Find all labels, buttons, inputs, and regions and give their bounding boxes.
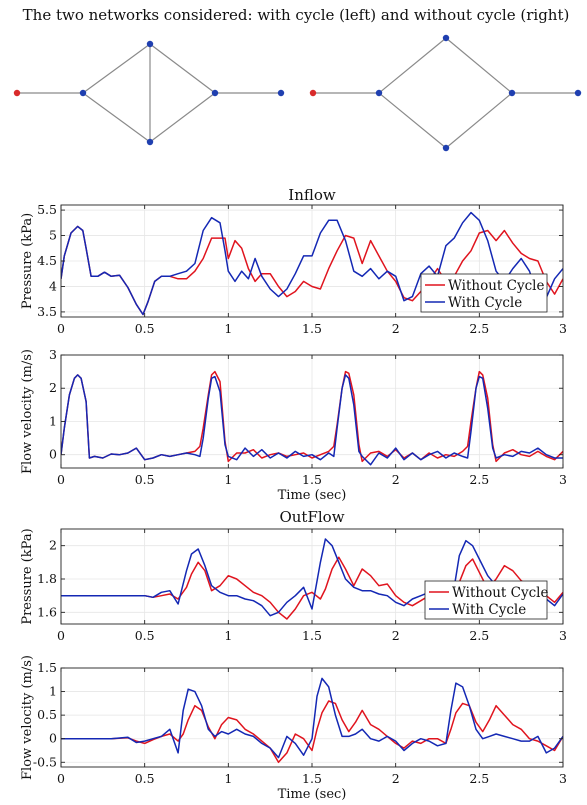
y-tick-label: 2: [49, 380, 57, 395]
network-node: [574, 89, 582, 97]
y-tick-label: 1: [49, 684, 57, 699]
chart-panel-2: 0 0.5 1 1.5 2 2.5 3 0 1 2 3 Flow velocity (m/s) Time…: [20, 347, 567, 503]
x-tick-label: 1: [224, 472, 232, 487]
network-edge: [82, 92, 151, 143]
legend-label: With Cycle: [448, 295, 522, 311]
y-tick-label: 0: [49, 731, 57, 746]
x-tick-label: 2.5: [469, 771, 489, 786]
network-node: [508, 89, 516, 97]
series-line-with-cycle: [61, 374, 563, 466]
network-edge: [149, 43, 216, 94]
network-with-cycle: [13, 40, 285, 146]
y-axis-label: Flow velocity (m/s): [20, 655, 35, 780]
x-axis-label: Time (sec): [278, 488, 347, 503]
y-tick-label: 0.5: [37, 707, 57, 722]
figure-title: The two networks considered: with cycle …: [23, 6, 570, 24]
x-tick-label: 2: [392, 321, 400, 336]
network-node: [211, 89, 219, 97]
y-tick-label: 1.8: [37, 571, 57, 586]
network-node: [375, 89, 383, 97]
x-tick-label: 0: [57, 321, 65, 336]
y-tick-label: 1.6: [37, 604, 57, 619]
x-tick-label: 2.5: [469, 472, 489, 487]
network-node: [146, 138, 154, 146]
legend-label: Without Cycle: [452, 585, 548, 601]
legend-box: [424, 580, 548, 620]
y-axis-label: Pressure (kPa): [20, 528, 35, 624]
network-node: [79, 89, 87, 97]
network-edge: [149, 92, 216, 143]
x-tick-label: 3: [559, 472, 567, 487]
network-edge: [378, 37, 447, 94]
network-node: [277, 89, 285, 97]
panel-title: Inflow: [288, 186, 336, 204]
network-diagrams: [13, 34, 582, 152]
network-edge: [445, 37, 513, 94]
x-tick-label: 1.5: [302, 628, 322, 643]
x-axis-label: Time (sec): [278, 787, 347, 802]
x-tick-label: 1: [224, 628, 232, 643]
legend-box: [420, 273, 548, 313]
y-tick-label: 1: [49, 413, 57, 428]
inlet-node: [309, 89, 317, 97]
network-edge: [445, 92, 513, 149]
x-tick-label: 0: [57, 472, 65, 487]
network-node: [442, 34, 450, 42]
y-tick-label: 1.5: [37, 660, 57, 675]
x-tick-label: 0: [57, 771, 65, 786]
x-tick-label: 0.5: [135, 321, 155, 336]
x-tick-label: 2.5: [469, 321, 489, 336]
network-edge: [82, 43, 151, 94]
y-tick-label: 5: [49, 228, 57, 243]
x-tick-label: 1.5: [302, 771, 322, 786]
x-tick-label: 1: [224, 771, 232, 786]
x-tick-label: 1.5: [302, 472, 322, 487]
x-tick-label: 2: [392, 628, 400, 643]
x-tick-label: 3: [559, 628, 567, 643]
y-tick-label: 4: [49, 278, 57, 293]
x-tick-label: 2: [392, 771, 400, 786]
x-tick-label: 2.5: [469, 628, 489, 643]
x-tick-label: 2: [392, 472, 400, 487]
x-tick-label: 0.5: [135, 771, 155, 786]
network-node: [442, 144, 450, 152]
y-axis-label: Flow velocity (m/s): [20, 349, 35, 474]
legend-label: With Cycle: [452, 602, 526, 618]
y-tick-label: -0.5: [33, 754, 57, 769]
legend-label: Without Cycle: [448, 278, 544, 294]
network-node: [146, 40, 154, 48]
chart-panel-3: 0 0.5 1 1.5 2 2.5 3 1.6 1.8 2 Pressure (kPa) OutFlo…: [20, 508, 567, 643]
y-tick-label: 5.5: [37, 202, 57, 217]
series-line-with-cycle: [61, 538, 563, 617]
series-line-with-cycle: [61, 677, 563, 759]
x-tick-label: 0.5: [135, 472, 155, 487]
x-tick-label: 3: [559, 321, 567, 336]
x-tick-label: 1: [224, 321, 232, 336]
series-line-with-cycle: [61, 211, 563, 316]
y-tick-label: 4.5: [37, 253, 57, 268]
y-tick-label: 3.5: [37, 304, 57, 319]
x-tick-label: 0: [57, 628, 65, 643]
inlet-node: [13, 89, 21, 97]
network-without-cycle: [309, 34, 582, 152]
y-tick-label: 2: [49, 538, 57, 553]
network-edge: [378, 92, 447, 149]
y-axis-label: Pressure (kPa): [20, 213, 35, 309]
x-tick-label: 1.5: [302, 321, 322, 336]
panel-title: OutFlow: [279, 508, 344, 526]
x-tick-label: 0.5: [135, 628, 155, 643]
y-tick-label: 3: [49, 347, 57, 362]
y-tick-label: 0: [49, 447, 57, 462]
x-tick-label: 3: [559, 771, 567, 786]
series-line-without-cycle: [61, 556, 563, 620]
